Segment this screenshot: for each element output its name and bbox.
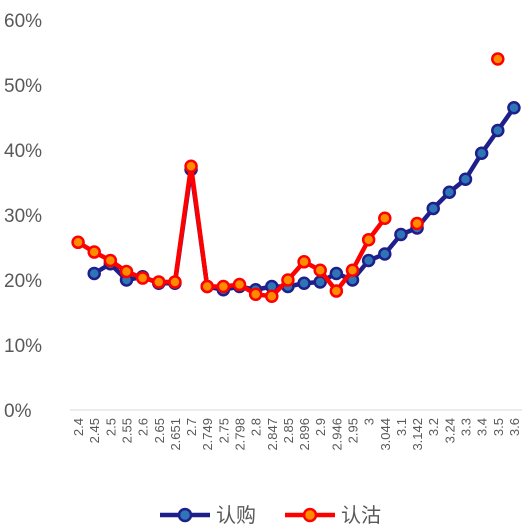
data-point	[297, 276, 311, 290]
data-point	[216, 279, 231, 294]
y-tick-label: 20%	[4, 271, 42, 292]
data-point	[426, 201, 440, 216]
data-point	[168, 275, 182, 289]
x-tick-label: 2.85	[281, 418, 296, 443]
legend-marker	[302, 507, 318, 523]
y-axis: 0% 10% 20% 30% 40% 50% 60%	[4, 11, 42, 422]
x-tick-label: 2.798	[233, 418, 248, 451]
data-point	[378, 211, 392, 225]
y-tick-label: 40%	[4, 141, 42, 162]
data-point	[329, 284, 344, 298]
x-tick-label: 3.1	[394, 418, 409, 436]
data-point	[87, 245, 101, 259]
x-tick-label: 3.6	[507, 418, 522, 436]
x-tick-label: 2.8	[249, 418, 264, 436]
series-2	[71, 52, 505, 303]
legend-label: 认购	[216, 504, 256, 527]
x-tick-label: 3.2	[426, 418, 441, 436]
x-tick-label: 2.75	[216, 418, 231, 443]
data-point	[345, 263, 360, 277]
y-tick-label: 10%	[4, 336, 42, 357]
x-tick-label: 3.044	[378, 418, 393, 451]
x-tick-label: 2.55	[120, 418, 135, 443]
data-point	[491, 123, 505, 138]
data-point	[313, 263, 327, 277]
data-point	[71, 235, 85, 250]
y-tick-label: 60%	[4, 11, 42, 32]
x-tick-label: 3	[362, 418, 377, 425]
data-point	[119, 264, 134, 279]
data-point	[103, 253, 118, 268]
x-tick-label: 2.95	[346, 418, 361, 443]
data-point	[281, 273, 295, 287]
x-axis: 2.4 2.45 2.5 2.55 2.6 2.65 2.651 2.7 2.749 2.75 2.…	[70, 409, 522, 451]
x-tick-label: 2.4	[71, 418, 86, 436]
x-tick-label: 3.5	[491, 418, 506, 436]
x-tick-label: 2.749	[200, 418, 215, 451]
x-tick-label: 3.3	[459, 418, 474, 436]
data-point	[442, 185, 457, 199]
data-point	[232, 277, 247, 292]
data-point	[265, 289, 279, 303]
x-tick-label: 2.9	[313, 418, 328, 436]
data-point	[329, 266, 344, 281]
data-point	[361, 253, 376, 268]
data-point	[378, 247, 392, 261]
legend-label: 认沽	[341, 504, 381, 527]
legend: 认购 认沽	[160, 504, 381, 527]
x-tick-label: 2.6	[136, 418, 151, 436]
data-point	[491, 52, 505, 66]
x-tick-label: 2.65	[152, 418, 167, 443]
y-tick-label: 0%	[4, 401, 32, 422]
y-tick-label: 50%	[4, 76, 42, 97]
data-point	[152, 275, 166, 289]
x-tick-label: 2.847	[265, 418, 280, 451]
x-tick-label: 3.24	[442, 418, 457, 443]
series-layer	[71, 52, 521, 303]
data-point	[507, 101, 521, 115]
data-point	[361, 232, 376, 247]
x-tick-label: 2.651	[168, 418, 183, 451]
x-tick-label: 2.896	[297, 418, 312, 451]
x-tick-label: 2.5	[103, 418, 118, 436]
x-tick-label: 3.4	[475, 418, 490, 436]
data-point	[87, 266, 101, 281]
legend-marker	[177, 507, 193, 523]
x-tick-label: 3.142	[410, 418, 425, 451]
data-point	[248, 287, 263, 302]
data-point	[458, 172, 473, 186]
y-tick-label: 30%	[4, 206, 42, 227]
data-point	[297, 255, 311, 269]
data-point	[200, 279, 214, 294]
data-point	[135, 271, 150, 285]
x-tick-label: 2.946	[329, 418, 344, 451]
x-tick-label: 2.45	[87, 418, 102, 443]
x-tick-label: 2.7	[184, 418, 199, 436]
data-point	[184, 159, 198, 173]
data-point	[474, 146, 489, 160]
data-point	[410, 216, 424, 231]
data-point	[394, 227, 408, 242]
